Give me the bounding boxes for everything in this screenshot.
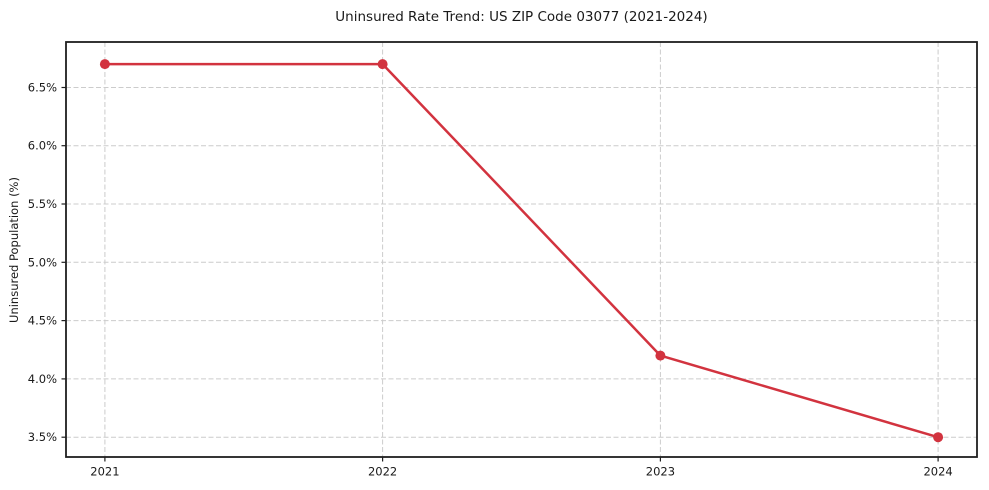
- data-point: [377, 59, 388, 70]
- x-tick-label: 2021: [90, 465, 119, 479]
- x-tick-label: 2023: [646, 465, 675, 479]
- trend-line: [103, 62, 940, 439]
- data-point: [933, 432, 944, 443]
- y-tick-label: 4.0%: [28, 372, 57, 386]
- y-tick-label: 6.5%: [28, 81, 57, 95]
- y-tick-label: 5.5%: [28, 197, 57, 211]
- x-tick-label: 2022: [368, 465, 397, 479]
- data-point: [655, 350, 666, 361]
- y-tick-label: 6.0%: [28, 139, 57, 153]
- y-tick-label: 5.0%: [28, 255, 57, 269]
- plot-border: [65, 41, 978, 458]
- y-tick-label: 4.5%: [28, 314, 57, 328]
- x-tick-label: 2024: [923, 465, 952, 479]
- y-tick-label: 3.5%: [28, 430, 57, 444]
- chart-title: Uninsured Rate Trend: US ZIP Code 03077 …: [335, 9, 708, 25]
- data-point: [99, 59, 110, 70]
